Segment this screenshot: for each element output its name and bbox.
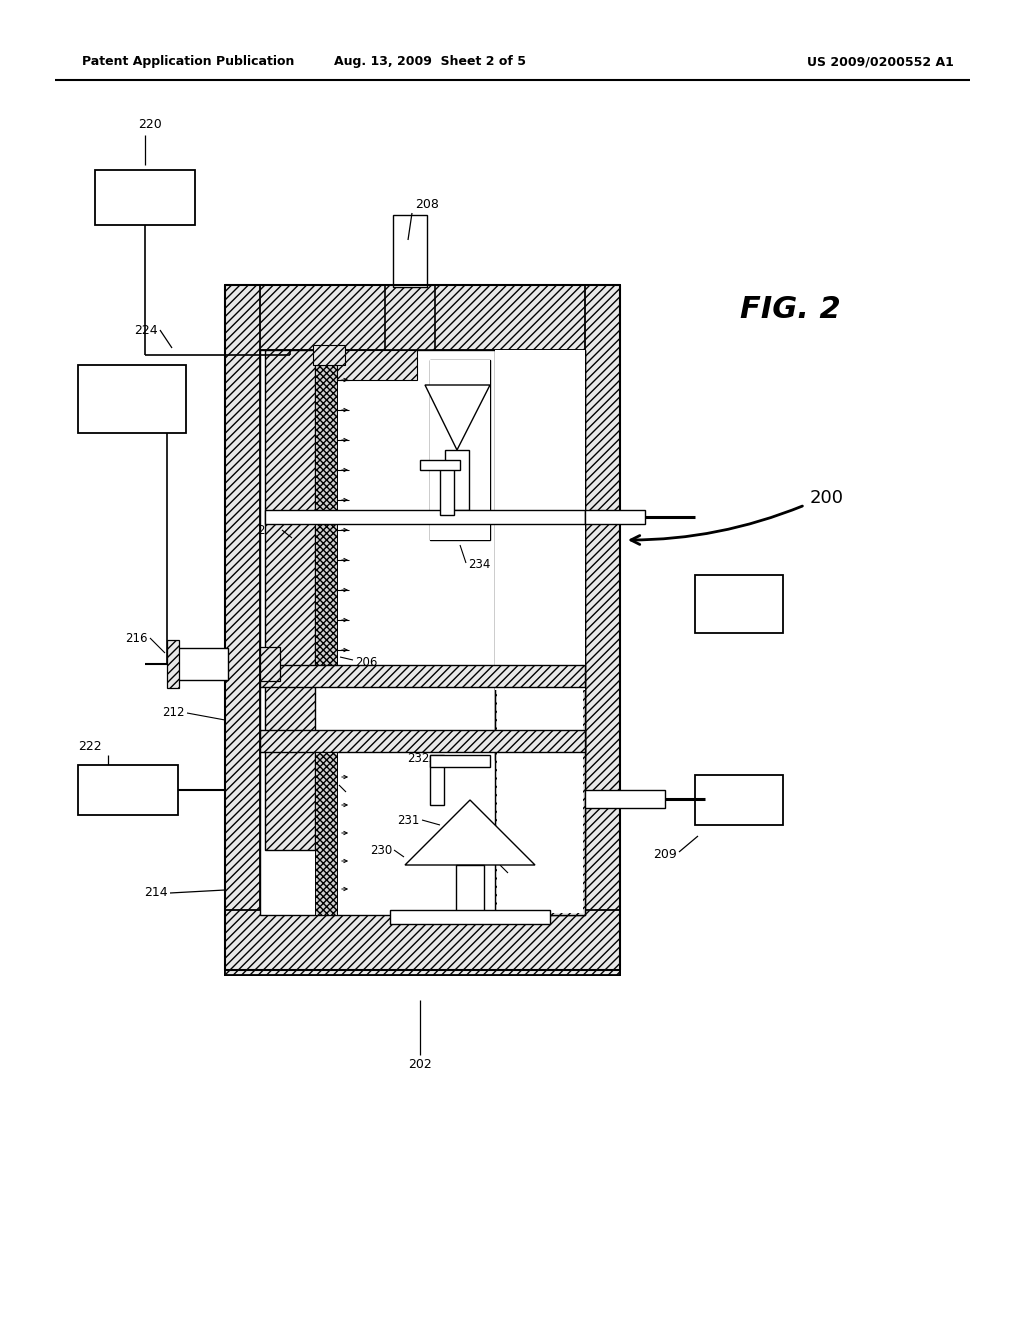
Bar bbox=[265, 510, 585, 524]
Bar bbox=[585, 789, 665, 808]
Text: 210: 210 bbox=[258, 524, 280, 536]
Text: 211: 211 bbox=[296, 412, 318, 425]
Bar bbox=[265, 350, 315, 850]
Bar bbox=[260, 647, 280, 681]
Bar bbox=[78, 366, 186, 433]
Text: RF: RF bbox=[120, 775, 136, 788]
Bar bbox=[95, 170, 195, 224]
Text: 250: 250 bbox=[304, 441, 326, 454]
Text: SOURCE: SOURCE bbox=[118, 199, 172, 213]
Bar bbox=[430, 755, 490, 767]
Text: 233: 233 bbox=[293, 824, 315, 837]
Text: 220: 220 bbox=[138, 119, 162, 132]
Text: 234: 234 bbox=[468, 558, 490, 572]
Text: 214: 214 bbox=[144, 887, 168, 899]
Bar bbox=[260, 665, 585, 686]
Bar bbox=[430, 360, 490, 540]
Bar bbox=[225, 915, 620, 975]
Bar bbox=[430, 360, 490, 540]
Bar bbox=[430, 755, 444, 805]
Text: GAS: GAS bbox=[131, 183, 159, 197]
Bar bbox=[445, 450, 469, 510]
Bar bbox=[695, 775, 783, 825]
Text: Patent Application Publication: Patent Application Publication bbox=[82, 55, 294, 69]
Text: 230: 230 bbox=[370, 843, 392, 857]
Bar bbox=[495, 686, 585, 915]
Text: 204: 204 bbox=[510, 869, 532, 882]
Text: PUMP: PUMP bbox=[721, 793, 758, 807]
Bar bbox=[170, 648, 228, 680]
Bar bbox=[420, 459, 460, 470]
Bar bbox=[260, 730, 585, 752]
Polygon shape bbox=[406, 800, 535, 865]
Bar bbox=[695, 576, 783, 634]
Text: 218: 218 bbox=[355, 735, 378, 748]
Text: FIG. 2: FIG. 2 bbox=[739, 296, 841, 325]
Text: PLASMA: PLASMA bbox=[106, 388, 158, 401]
Bar bbox=[260, 350, 585, 915]
Text: 215: 215 bbox=[355, 362, 378, 375]
Bar bbox=[495, 350, 585, 690]
Bar bbox=[225, 285, 260, 975]
Text: 102: 102 bbox=[314, 779, 337, 792]
Text: 212: 212 bbox=[163, 706, 185, 719]
Text: SOURCE: SOURCE bbox=[106, 404, 158, 417]
Bar bbox=[167, 640, 179, 688]
Bar bbox=[585, 285, 620, 975]
Bar bbox=[225, 285, 620, 350]
Text: 238: 238 bbox=[450, 516, 472, 528]
Polygon shape bbox=[425, 385, 490, 450]
Text: 236: 236 bbox=[726, 597, 753, 611]
Bar bbox=[456, 865, 484, 915]
Text: 206: 206 bbox=[355, 656, 378, 668]
Bar bbox=[585, 510, 645, 524]
Text: 202: 202 bbox=[409, 1059, 432, 1072]
Text: 200: 200 bbox=[810, 488, 844, 507]
Text: 216: 216 bbox=[126, 631, 148, 644]
Bar bbox=[225, 909, 620, 975]
Text: 232: 232 bbox=[408, 751, 430, 764]
Bar bbox=[497, 689, 583, 913]
Text: REMOTE: REMOTE bbox=[105, 374, 159, 387]
Bar bbox=[337, 350, 417, 380]
Text: 239: 239 bbox=[465, 474, 487, 487]
Text: Aug. 13, 2009  Sheet 2 of 5: Aug. 13, 2009 Sheet 2 of 5 bbox=[334, 55, 526, 69]
Text: 208: 208 bbox=[415, 198, 439, 211]
Text: 209: 209 bbox=[653, 847, 677, 861]
Bar bbox=[393, 215, 427, 286]
Text: 222: 222 bbox=[78, 741, 101, 754]
Bar bbox=[315, 752, 337, 915]
Bar bbox=[315, 350, 337, 680]
Bar bbox=[78, 766, 178, 814]
Bar bbox=[495, 350, 585, 760]
Text: US 2009/0200552 A1: US 2009/0200552 A1 bbox=[807, 55, 953, 69]
Bar bbox=[390, 909, 550, 924]
Bar bbox=[440, 465, 454, 515]
Bar bbox=[313, 345, 345, 366]
Text: 224: 224 bbox=[134, 323, 158, 337]
Text: 231: 231 bbox=[397, 813, 420, 826]
Text: POWER: POWER bbox=[103, 791, 153, 804]
Bar bbox=[385, 285, 435, 350]
